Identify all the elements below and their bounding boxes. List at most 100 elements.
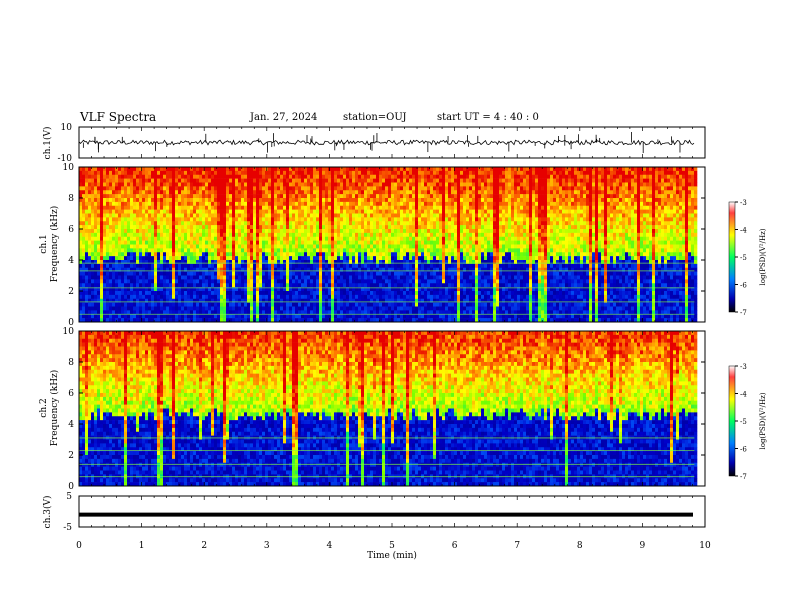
ch1-spectrogram-cell	[274, 236, 278, 241]
ch1-spectrogram-cell	[364, 260, 368, 265]
ch1-spectrogram-cell	[94, 178, 98, 183]
ch1-spectrogram-cell	[313, 225, 317, 230]
ch1-spectrogram-cell	[235, 221, 239, 226]
ch1-spectrogram-cell	[304, 194, 308, 199]
ch1-spectrogram-cell	[277, 217, 281, 222]
ch1-spectrogram-cell	[448, 182, 452, 187]
ch1-spectrogram-cell	[307, 217, 311, 222]
ch1-spectrogram-cell	[301, 221, 305, 226]
ch1-spectrogram-cell	[193, 240, 197, 245]
ch1-spectrogram-cell	[238, 318, 242, 323]
ch1-spectrogram-cell	[193, 298, 197, 303]
ch1-spectrogram-cell	[166, 194, 170, 199]
ch1-spectrogram-cell	[361, 306, 365, 311]
ch1-spectrogram-cell	[226, 225, 230, 230]
ch1-spectrogram-cell	[427, 209, 431, 214]
ch1-spectrogram-cell	[100, 170, 104, 176]
ch1-spectrogram-cell	[178, 217, 182, 222]
ch1-spectrogram-cell	[337, 318, 341, 323]
ch1-spectrogram-cell	[166, 229, 170, 234]
ch1-spectrogram-cell	[154, 198, 158, 203]
ch1-spectrogram-cell	[301, 263, 305, 269]
ch1-spectrogram-cell	[139, 294, 143, 300]
ch1-spectrogram-cell	[109, 198, 113, 203]
ch1-spectrogram-cell	[316, 217, 320, 222]
ch1-spectrogram-cell	[370, 248, 374, 253]
ch1-spectrogram-cell	[250, 194, 254, 199]
ch1-spectrogram-cell	[223, 236, 227, 241]
ch1-spectrogram-cell	[136, 236, 140, 241]
ch1-spectrogram-cell	[268, 318, 272, 323]
ch1-spectrogram-cell	[157, 209, 161, 214]
ch1-spectrogram-cell	[430, 256, 434, 261]
ch1-spectrogram-cell	[382, 178, 386, 183]
ch1-spectrogram-cell	[331, 221, 335, 226]
ch1-spectrogram-cell	[217, 170, 221, 176]
ch1-spectrogram-cell	[412, 217, 416, 222]
ch1-spectrogram-cell	[187, 318, 191, 323]
ch1-spectrogram-cell	[316, 221, 320, 226]
ch1-spectrogram-cell	[205, 236, 209, 241]
ch1-spectrogram-cell	[289, 302, 293, 307]
ch1-spectrogram-cell	[214, 225, 218, 230]
ch1-spectrogram-cell	[193, 256, 197, 261]
ch1-spectrogram-cell	[430, 310, 434, 315]
ch1-spectrogram-cell	[286, 294, 290, 300]
ch1-spectrogram-cell	[436, 221, 440, 226]
ch1-spectrogram-cell	[244, 221, 248, 226]
ch1-spectrogram-cell	[424, 306, 428, 311]
ch1-spectrogram-cell	[166, 190, 170, 195]
ch1-spectrogram-cell	[250, 310, 254, 315]
ch1-spectrogram-cell	[169, 279, 173, 284]
ch1-spectrogram-cell	[403, 291, 407, 296]
ch1-spectrogram-cell	[298, 178, 302, 183]
ch1-spectrogram-cell	[322, 260, 326, 265]
ch1-spectrogram-cell	[280, 267, 284, 272]
ch1-spectrogram-cell	[124, 306, 128, 311]
ch1-spectrogram-cell	[181, 217, 185, 222]
ch1-spectrogram-cell	[79, 174, 83, 179]
ch1-spectrogram-cell	[337, 244, 341, 249]
ch1-spectrogram-cell	[301, 314, 305, 319]
ch1-spectrogram-cell	[130, 167, 134, 172]
ch1-spectrogram-cell	[442, 267, 446, 272]
ch1-spectrogram-cell	[310, 248, 314, 253]
ch1-spectrogram-cell	[190, 198, 194, 203]
ch1-spectrogram-cell	[214, 263, 218, 269]
ch1-spectrogram-cell	[436, 201, 440, 207]
ch1-spectrogram-cell	[343, 198, 347, 203]
ch1-spectrogram-cell	[325, 186, 329, 191]
ch1-spectrogram-cell	[316, 283, 320, 288]
ch1-spectrogram-cell	[445, 209, 449, 214]
ch1-spectrogram-cell	[424, 209, 428, 214]
ch1-spectrogram-cell	[187, 248, 191, 253]
ch1-spectrogram-cell	[319, 294, 323, 300]
ch1-spectrogram-cell	[91, 256, 95, 261]
ch1-spectrogram-cell	[277, 167, 281, 172]
ch1-spectrogram-cell	[403, 217, 407, 222]
ch1-spectrogram-cell	[310, 275, 314, 280]
ch1-spectrogram-cell	[394, 287, 398, 292]
ch1-spectrogram-cell	[448, 240, 452, 245]
ch1-spectrogram-cell	[298, 314, 302, 319]
ch1-spectrogram-cell	[169, 213, 173, 218]
ch1-spectrogram-cell	[271, 310, 275, 315]
ch1-spectrogram-cell	[373, 260, 377, 265]
ch1-spectrogram-cell	[229, 198, 233, 203]
ch1-spectrogram-cell	[196, 213, 200, 218]
ch1-spectrogram-cell	[271, 213, 275, 218]
ch1-spectrogram-cell	[247, 314, 251, 319]
ch1-spectrogram-cell	[118, 174, 122, 179]
ch1-spectrogram-cell	[211, 283, 215, 288]
ch1-spectrogram-cell	[256, 275, 260, 280]
ch1-spectrogram-cell	[358, 314, 362, 319]
ch1-spectrogram-cell	[322, 198, 326, 203]
ch1-spectrogram-cell	[295, 310, 299, 315]
ch1-spectrogram-cell	[439, 229, 443, 234]
ch1-spectrogram-cell	[391, 310, 395, 315]
ch1-spectrogram-cell	[106, 225, 110, 230]
ch1-spectrogram-cell	[193, 279, 197, 284]
ch1-spectrogram-cell	[346, 217, 350, 222]
ch1-spectrogram-cell	[289, 310, 293, 315]
ch1-spectrogram-cell	[421, 201, 425, 207]
